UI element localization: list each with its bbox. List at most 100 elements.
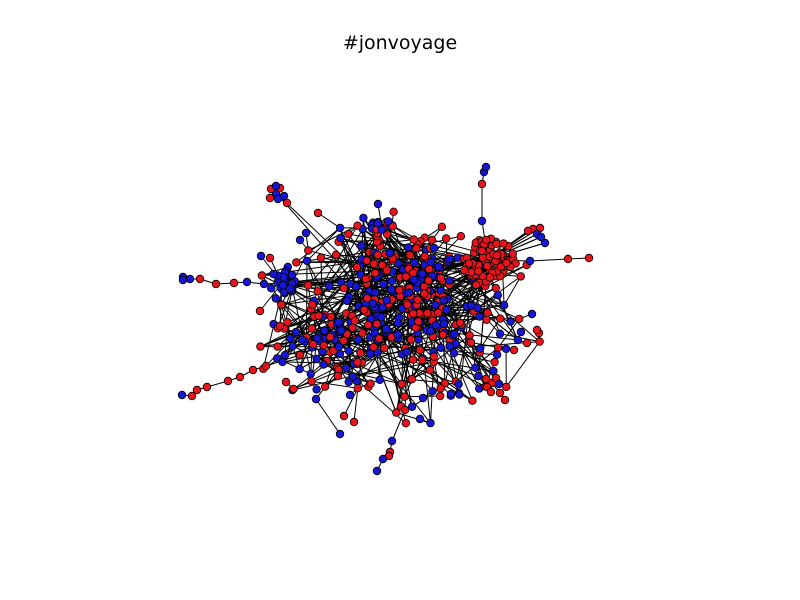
graph-node-red [508, 249, 517, 258]
graph-node-blue [426, 326, 435, 336]
graph-node-blue [288, 341, 297, 351]
graph-node-blue [334, 318, 343, 327]
graph-node-blue [242, 277, 252, 287]
graph-node-red [395, 285, 404, 295]
graph-node-blue [278, 357, 287, 367]
graph-node-blue [489, 366, 498, 376]
graph-node-blue [434, 262, 443, 271]
graph-node-blue [475, 312, 484, 321]
graph-node-red [339, 284, 348, 293]
graph-node-blue [415, 414, 425, 424]
graph-node-red [483, 308, 492, 317]
graph-node-red [361, 274, 370, 284]
graph-node-blue [344, 346, 353, 355]
graph-node-blue [516, 327, 526, 337]
graph-node-red [500, 395, 510, 405]
graph-node-red [409, 235, 418, 244]
graph-edge [306, 227, 341, 262]
graph-node-blue [373, 199, 383, 209]
graph-node-red [522, 338, 532, 348]
graph-node-red [265, 253, 275, 263]
graph-node-red [363, 294, 372, 303]
graph-edge [391, 409, 406, 442]
graph-node-red [433, 308, 443, 317]
graph-node-blue [428, 387, 437, 396]
graph-node-blue [431, 320, 440, 330]
graph-node-red [412, 244, 421, 253]
graph-node-red [423, 309, 432, 318]
graph-node-red [392, 408, 401, 417]
graph-node-red [320, 382, 330, 391]
graph-node-blue [320, 326, 329, 335]
graph-node-red [187, 391, 197, 401]
graph-node-blue [312, 354, 321, 364]
graph-node-blue [359, 213, 368, 223]
graph-node-blue [378, 303, 387, 312]
graph-node-red [307, 324, 316, 333]
graph-node-red [509, 345, 519, 355]
graph-node-red [468, 396, 477, 405]
graph-node-red [348, 323, 357, 332]
graph-node-red [319, 341, 328, 350]
graph-node-red [350, 316, 360, 325]
graph-edge [505, 341, 541, 388]
graph-node-blue [185, 274, 195, 284]
graph-node-red [229, 278, 239, 288]
graph-node-red [282, 198, 292, 208]
graph-node-red [380, 343, 389, 353]
graph-node-red [502, 258, 511, 268]
graph-node-blue [540, 238, 550, 248]
graph-node-red [360, 305, 369, 315]
graph-node-red [523, 226, 533, 236]
graph-node-red [309, 340, 318, 349]
graph-node-red [442, 234, 451, 243]
graph-node-red [400, 405, 410, 415]
graph-node-blue [494, 379, 504, 389]
graph-node-blue [445, 276, 454, 285]
graph-node-red [492, 251, 502, 260]
graph-node-blue [439, 296, 448, 305]
graph-node-red [425, 365, 435, 375]
graph-node-blue [387, 277, 396, 286]
graph-node-red [425, 264, 434, 274]
graph-node-blue [311, 394, 321, 404]
graph-edge [338, 369, 402, 385]
graph-node-red [481, 235, 491, 245]
graph-node-blue [506, 317, 515, 326]
edge-layer [181, 166, 590, 472]
graph-node-red [485, 273, 494, 282]
graph-edge [478, 282, 501, 334]
graph-node-red [256, 342, 265, 351]
graph-node-red [277, 300, 286, 309]
graph-node-blue [335, 223, 345, 233]
figure-title: #jonvoyage [342, 32, 458, 54]
graph-edge [334, 339, 459, 385]
graph-node-blue [178, 275, 188, 285]
graph-node-red [408, 355, 418, 364]
graph-node-red [397, 379, 406, 389]
graph-node-blue [280, 350, 290, 360]
graph-node-red [353, 221, 362, 230]
graph-node-red [477, 179, 487, 189]
graph-node-blue [341, 363, 351, 373]
graph-node-red [427, 235, 437, 245]
graph-node-blue [371, 288, 380, 297]
graph-node-red [420, 252, 429, 261]
graph-node-blue [429, 243, 439, 253]
graph-node-red [289, 384, 298, 394]
graph-node-red [382, 266, 391, 275]
graph-node-red [235, 372, 245, 382]
graph-node-blue [335, 429, 345, 439]
graph-node-red [460, 266, 469, 275]
graph-node-blue [476, 344, 485, 353]
graph-node-blue [455, 390, 464, 399]
graph-node-red [326, 332, 335, 342]
graph-node-red [358, 329, 367, 338]
graph-node-red [373, 250, 382, 260]
graph-node-blue [382, 296, 391, 305]
graph-node-red [261, 361, 271, 371]
graph-node-blue [379, 280, 388, 289]
graph-node-red [471, 280, 481, 289]
graph-node-red [474, 267, 483, 276]
graph-node-blue [267, 284, 276, 293]
